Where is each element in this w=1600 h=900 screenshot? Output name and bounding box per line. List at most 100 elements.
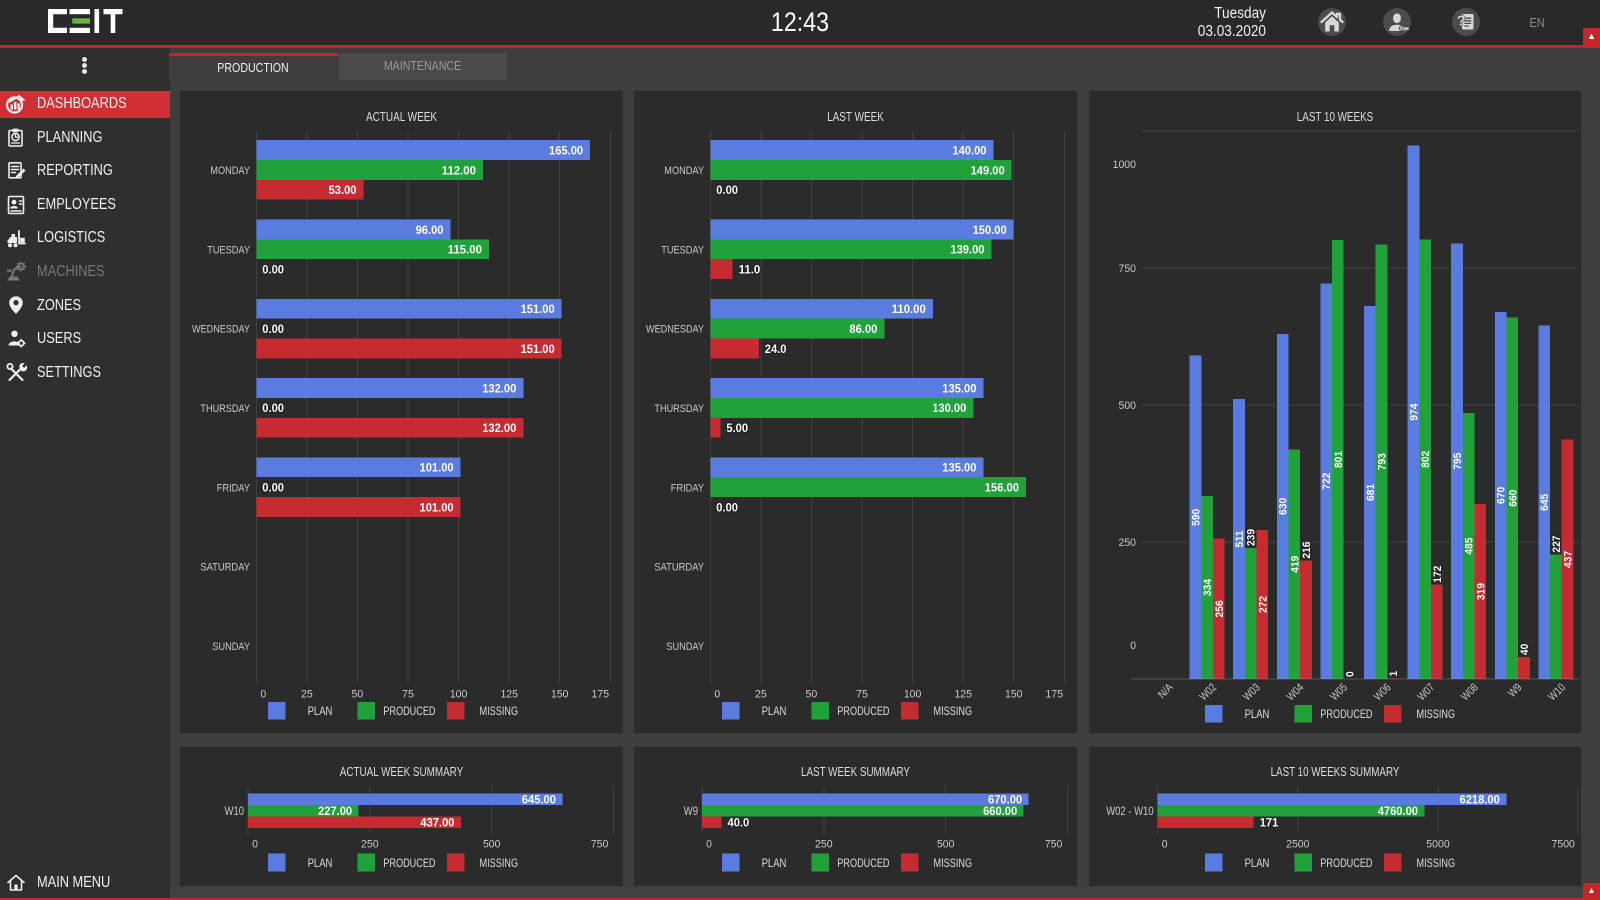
svg-text:272: 272 (1257, 596, 1269, 613)
svg-text:319: 319 (1475, 583, 1487, 600)
svg-text:1000: 1000 (1113, 159, 1136, 171)
svg-text:175: 175 (1046, 689, 1064, 701)
svg-text:SATURDAY: SATURDAY (654, 562, 704, 574)
svg-text:W08: W08 (1459, 682, 1481, 704)
svg-text:132.00: 132.00 (482, 421, 516, 435)
svg-text:24.0: 24.0 (765, 342, 787, 356)
svg-text:4760.00: 4760.00 (1378, 804, 1418, 818)
svg-text:MISSING: MISSING (1417, 707, 1456, 721)
svg-text:LAST WEEK: LAST WEEK (827, 109, 884, 124)
svg-text:0.00: 0.00 (716, 500, 738, 514)
svg-text:LAST 10 WEEKS: LAST 10 WEEKS (1297, 109, 1374, 124)
svg-text:590: 590 (1190, 509, 1202, 526)
svg-text:681: 681 (1365, 484, 1377, 501)
svg-text:25: 25 (755, 689, 767, 701)
svg-text:227.00: 227.00 (318, 804, 352, 818)
svg-text:40.0: 40.0 (728, 816, 750, 830)
svg-text:W06: W06 (1372, 682, 1394, 704)
svg-text:974: 974 (1408, 403, 1420, 421)
svg-text:?: ? (1457, 14, 1466, 30)
svg-text:172: 172 (1432, 566, 1444, 583)
svg-text:156.00: 156.00 (985, 481, 1019, 495)
svg-text:SUNDAY: SUNDAY (212, 641, 250, 653)
svg-text:175: 175 (592, 689, 610, 701)
svg-text:W02 - W10: W02 - W10 (1106, 804, 1154, 818)
svg-text:SUNDAY: SUNDAY (666, 641, 704, 653)
svg-text:750: 750 (1045, 839, 1063, 851)
svg-text:419: 419 (1289, 556, 1301, 573)
svg-text:PRODUCED: PRODUCED (1320, 856, 1372, 870)
svg-text:135.00: 135.00 (942, 461, 976, 475)
svg-text:101.00: 101.00 (420, 500, 454, 514)
svg-text:7500: 7500 (1552, 839, 1575, 851)
svg-text:PRODUCED: PRODUCED (837, 704, 889, 718)
svg-text:101.00: 101.00 (420, 461, 454, 475)
svg-text:250: 250 (361, 839, 379, 851)
svg-text:750: 750 (1119, 263, 1137, 275)
svg-text:PRODUCED: PRODUCED (383, 704, 435, 718)
svg-text:165.00: 165.00 (549, 144, 583, 158)
svg-text:500: 500 (1119, 400, 1137, 412)
svg-text:5.00: 5.00 (726, 421, 748, 435)
svg-text:53.00: 53.00 (329, 183, 357, 197)
svg-text:PLAN: PLAN (762, 704, 787, 718)
svg-text:171: 171 (1260, 816, 1279, 830)
svg-text:645.00: 645.00 (522, 793, 556, 807)
svg-text:0: 0 (252, 839, 258, 851)
svg-text:PLAN: PLAN (308, 856, 333, 870)
svg-text:PLAN: PLAN (308, 704, 333, 718)
svg-text:25: 25 (301, 689, 313, 701)
svg-text:100: 100 (450, 689, 468, 701)
svg-text:WEDNESDAY: WEDNESDAY (646, 324, 704, 336)
svg-text:437.00: 437.00 (420, 816, 454, 830)
svg-text:2500: 2500 (1286, 839, 1309, 851)
svg-text:793: 793 (1377, 453, 1389, 470)
svg-text:THURSDAY: THURSDAY (654, 403, 704, 415)
svg-text:THURSDAY: THURSDAY (200, 403, 250, 415)
svg-text:W9: W9 (684, 804, 698, 818)
svg-text:115.00: 115.00 (448, 243, 482, 257)
svg-text:0: 0 (260, 689, 266, 701)
svg-text:ACTUAL WEEK SUMMARY: ACTUAL WEEK SUMMARY (340, 764, 464, 779)
svg-text:0.00: 0.00 (262, 481, 284, 495)
svg-text:645: 645 (1539, 494, 1551, 511)
svg-text:PRODUCED: PRODUCED (383, 856, 435, 870)
svg-text:W9: W9 (1506, 682, 1524, 700)
svg-text:50: 50 (352, 689, 364, 701)
svg-text:ACTUAL WEEK: ACTUAL WEEK (366, 109, 437, 124)
svg-text:722: 722 (1321, 473, 1333, 490)
svg-text:150: 150 (1005, 689, 1023, 701)
svg-text:0: 0 (1130, 640, 1136, 652)
svg-text:WEDNESDAY: WEDNESDAY (192, 324, 250, 336)
svg-text:0.00: 0.00 (262, 322, 284, 336)
svg-text:40: 40 (1519, 644, 1531, 655)
svg-text:MISSING: MISSING (934, 856, 973, 870)
svg-text:150.00: 150.00 (973, 223, 1007, 237)
svg-text:W02: W02 (1198, 682, 1220, 704)
svg-text:150: 150 (551, 689, 569, 701)
svg-text:TUESDAY: TUESDAY (661, 244, 704, 256)
svg-text:N/A: N/A (1156, 681, 1176, 701)
svg-text:PRODUCED: PRODUCED (1320, 707, 1372, 721)
svg-text:125: 125 (500, 689, 518, 701)
svg-text:W03: W03 (1241, 682, 1263, 704)
svg-text:MONDAY: MONDAY (664, 165, 704, 177)
svg-text:750: 750 (591, 839, 609, 851)
svg-text:96.00: 96.00 (416, 223, 444, 237)
svg-text:W04: W04 (1285, 682, 1307, 704)
svg-text:110.00: 110.00 (892, 302, 926, 316)
svg-text:LAST 10 WEEKS SUMMARY: LAST 10 WEEKS SUMMARY (1271, 764, 1400, 779)
svg-text:SATURDAY: SATURDAY (200, 562, 250, 574)
svg-text:130.00: 130.00 (932, 401, 966, 415)
svg-text:75: 75 (402, 689, 414, 701)
svg-text:11.0: 11.0 (739, 263, 761, 277)
svg-text:FRIDAY: FRIDAY (671, 482, 705, 494)
svg-text:W07: W07 (1416, 682, 1438, 704)
svg-text:511: 511 (1234, 530, 1246, 547)
svg-text:250: 250 (1119, 537, 1137, 549)
svg-text:PRODUCED: PRODUCED (837, 856, 889, 870)
svg-text:334: 334 (1202, 578, 1214, 596)
svg-text:660: 660 (1507, 490, 1519, 507)
svg-text:100: 100 (904, 689, 922, 701)
svg-text:216: 216 (1301, 542, 1313, 559)
